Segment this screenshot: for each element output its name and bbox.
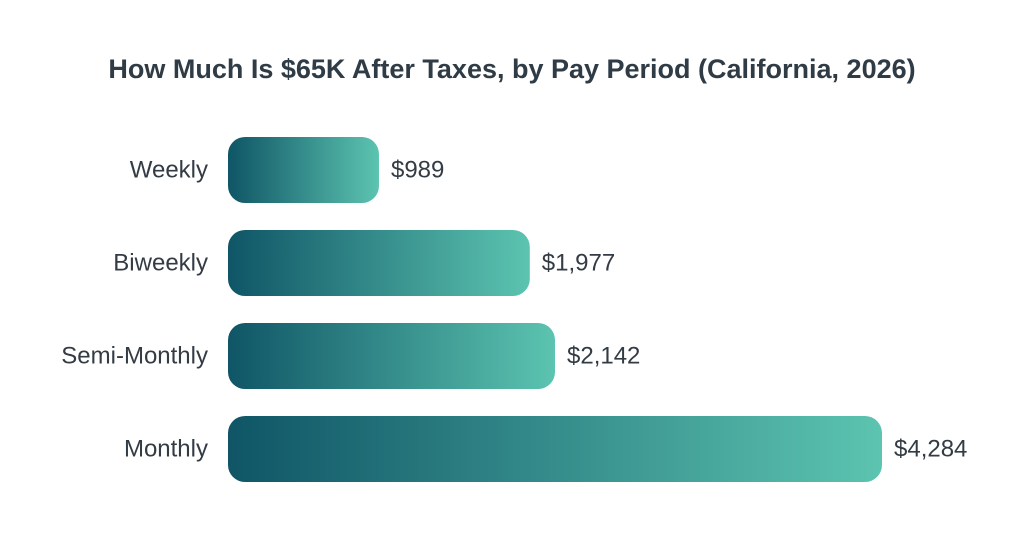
value-label: $4,284 xyxy=(894,436,967,463)
bars-layer: Weekly $989 Biweekly $1,977 Semi-Monthly $2,1… xyxy=(61,137,967,482)
category-label: Weekly xyxy=(130,157,208,184)
chart-title: How Much Is $65K After Taxes, by Pay Per… xyxy=(108,54,915,84)
category-label: Semi-Monthly xyxy=(61,343,208,370)
category-label: Monthly xyxy=(124,436,208,463)
bar-monthly xyxy=(228,416,882,482)
value-label: $1,977 xyxy=(542,250,615,277)
value-label: $2,142 xyxy=(567,343,640,370)
bar-biweekly xyxy=(228,230,530,296)
bar-weekly xyxy=(228,137,379,203)
value-label: $989 xyxy=(391,157,444,184)
category-label: Biweekly xyxy=(113,250,208,277)
bar-semi-monthly xyxy=(228,323,555,389)
